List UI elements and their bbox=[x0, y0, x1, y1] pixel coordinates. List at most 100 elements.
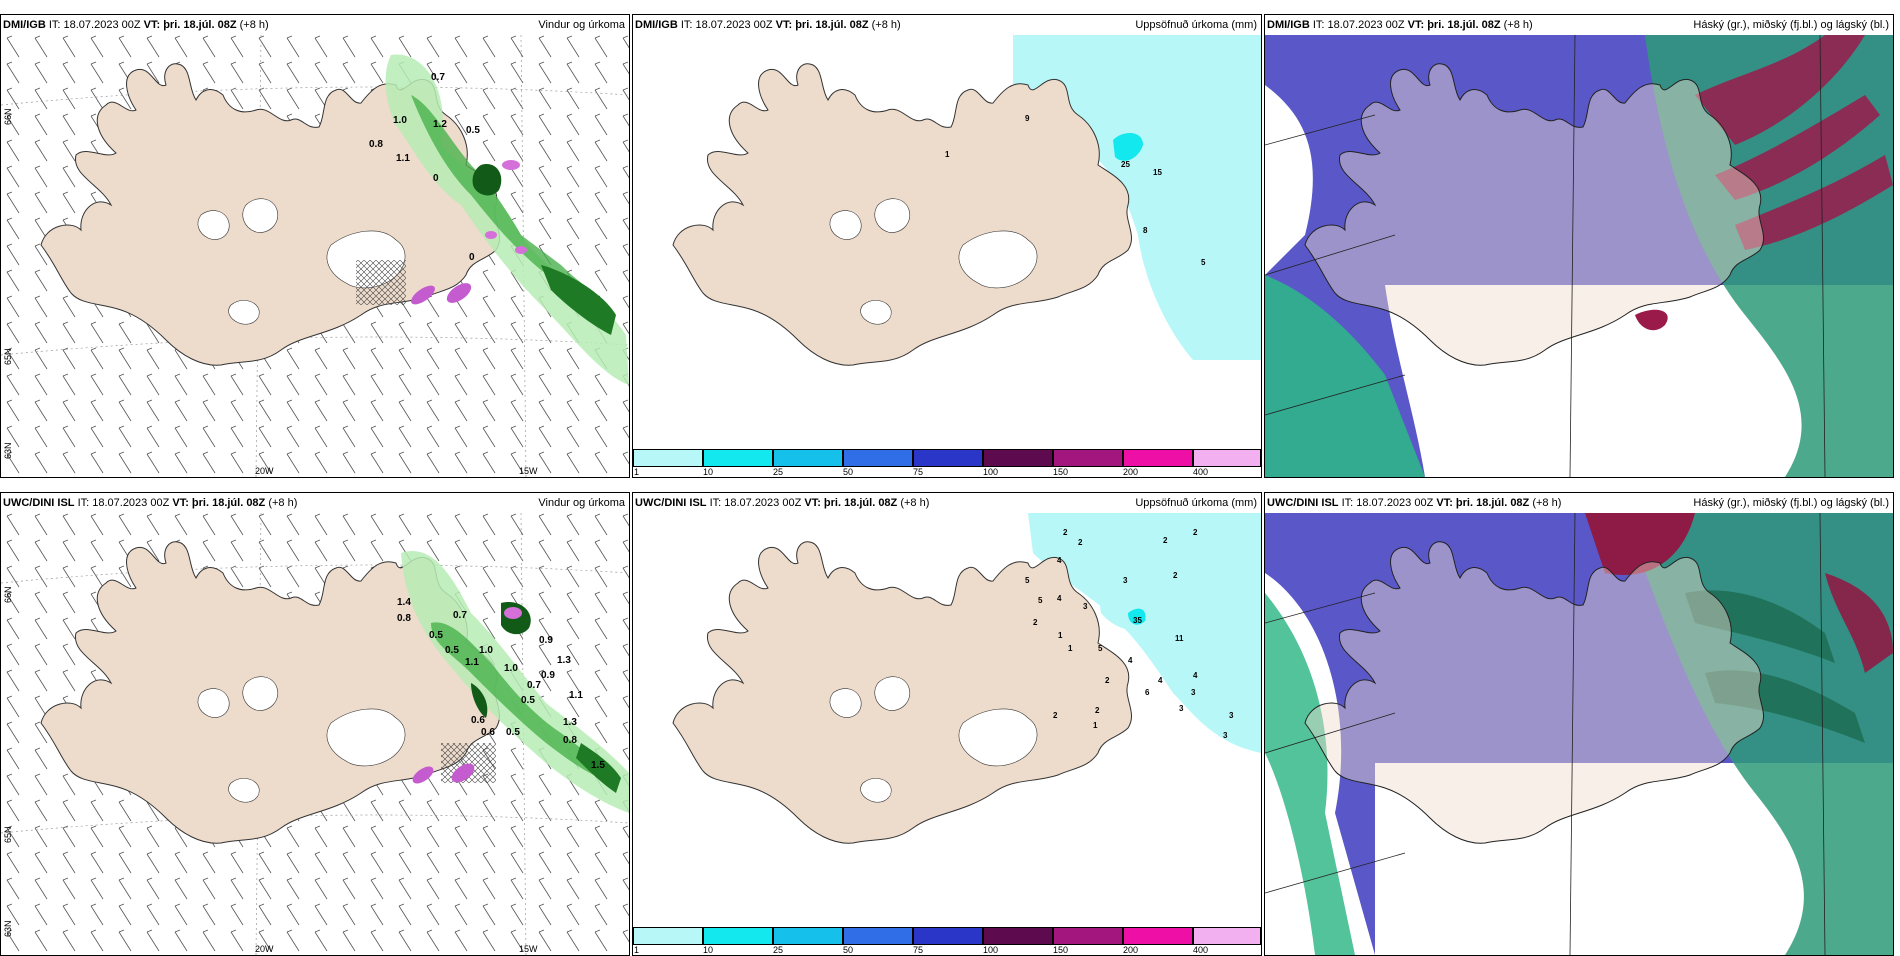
lon-label: 20W bbox=[255, 466, 274, 476]
colorbar-tick: 50 bbox=[843, 945, 854, 955]
svg-text:0.8: 0.8 bbox=[369, 139, 383, 150]
valid-time: VT: þri. 18.júl. 08Z bbox=[143, 19, 237, 31]
panel-header: UWC/DINI ISL IT: 18.07.2023 00Z VT: þri.… bbox=[633, 493, 1261, 513]
colorbar-tick: 75 bbox=[913, 467, 924, 477]
glacier bbox=[874, 198, 911, 233]
init-time: IT: 18.07.2023 00Z bbox=[48, 19, 141, 31]
valid-time: VT: þri. 18.júl. 08Z bbox=[1436, 497, 1530, 509]
lat-label: 65N bbox=[3, 348, 13, 365]
svg-text:3: 3 bbox=[1191, 688, 1196, 697]
model-source: UWC/DINI ISL bbox=[3, 497, 75, 509]
colorbar-swatch bbox=[633, 927, 703, 945]
lead-time: (+8 h) bbox=[1503, 19, 1533, 31]
colorbar-swatch bbox=[983, 927, 1053, 945]
svg-text:2: 2 bbox=[1063, 528, 1068, 537]
colorbar-tick: 150 bbox=[1053, 945, 1069, 955]
svg-text:6: 6 bbox=[1145, 688, 1150, 697]
precip-values: 1.4 0.8 0.7 0.5 0.5 1.0 1.1 0.9 1.3 1.0 … bbox=[397, 597, 605, 771]
colorbar-tick: 1 bbox=[634, 467, 640, 477]
svg-text:2: 2 bbox=[1033, 618, 1038, 627]
panel-header: UWC/DINI ISL IT: 18.07.2023 00Z VT: þri.… bbox=[1, 493, 629, 513]
svg-text:0.8: 0.8 bbox=[563, 735, 577, 746]
init-time: IT: 18.07.2023 00Z bbox=[680, 19, 773, 31]
precip-shading bbox=[1028, 513, 1261, 753]
panel-header: DMI/IGB IT: 18.07.2023 00Z VT: þri. 18.j… bbox=[1265, 15, 1893, 35]
panel-title: Vindur og úrkoma bbox=[538, 19, 625, 31]
panel-uwc-accum: UWC/DINI ISL IT: 18.07.2023 00Z VT: þri.… bbox=[632, 492, 1262, 956]
precip-shading bbox=[1113, 133, 1143, 161]
svg-text:1.3: 1.3 bbox=[557, 655, 571, 666]
precip-shading bbox=[1128, 608, 1146, 625]
model-source: UWC/DINI ISL bbox=[1267, 497, 1339, 509]
precip-shading bbox=[401, 551, 629, 813]
svg-text:1.0: 1.0 bbox=[393, 115, 407, 126]
precip-values: 9 1 25 15 8 5 bbox=[945, 114, 1206, 267]
svg-text:0.5: 0.5 bbox=[429, 630, 443, 641]
svg-text:1: 1 bbox=[1093, 721, 1098, 730]
lat-label: 66N bbox=[3, 586, 13, 603]
svg-text:4: 4 bbox=[1057, 594, 1062, 603]
colorbar-tick: 10 bbox=[703, 945, 714, 955]
colorbar-swatch bbox=[1123, 449, 1193, 467]
colorbar-tick: 150 bbox=[1053, 467, 1069, 477]
lead-time: (+8 h) bbox=[268, 497, 298, 509]
valid-time: VT: þri. 18.júl. 08Z bbox=[172, 497, 266, 509]
panel-dmi-clouds: DMI/IGB IT: 18.07.2023 00Z VT: þri. 18.j… bbox=[1264, 14, 1894, 478]
lon-label: 20W bbox=[255, 944, 274, 954]
svg-text:0.8: 0.8 bbox=[397, 613, 411, 624]
lat-label: 63N bbox=[3, 442, 13, 459]
svg-text:0.7: 0.7 bbox=[453, 610, 467, 621]
lat-label: 63N bbox=[3, 920, 13, 937]
svg-text:4: 4 bbox=[1128, 656, 1133, 665]
panel-title: Uppsöfnuð úrkoma (mm) bbox=[1135, 19, 1257, 31]
colorbar-swatch bbox=[1053, 927, 1123, 945]
svg-text:3: 3 bbox=[1223, 731, 1228, 740]
colorbar-tick: 100 bbox=[983, 467, 999, 477]
svg-text:1.1: 1.1 bbox=[396, 153, 410, 164]
svg-text:9: 9 bbox=[1025, 114, 1030, 123]
svg-text:1: 1 bbox=[945, 150, 950, 159]
precip-values: 0.7 1.0 1.2 0.5 0.8 1.1 0 0 bbox=[369, 72, 480, 263]
colorbar: 1 10 25 50 75 100 150 200 400 bbox=[633, 927, 1261, 955]
valid-time: VT: þri. 18.júl. 08Z bbox=[775, 19, 869, 31]
svg-text:1.1: 1.1 bbox=[465, 657, 479, 668]
svg-text:0.5: 0.5 bbox=[506, 727, 520, 738]
panel-title: Háský (gr.), miðský (fj.bl.) og lágský (… bbox=[1693, 497, 1889, 509]
cloud-cover-map bbox=[1265, 35, 1893, 477]
svg-text:1.1: 1.1 bbox=[569, 690, 583, 701]
svg-text:2: 2 bbox=[1163, 536, 1168, 545]
svg-text:4: 4 bbox=[1158, 676, 1163, 685]
svg-text:3: 3 bbox=[1123, 576, 1128, 585]
panel-uwc-clouds: UWC/DINI ISL IT: 18.07.2023 00Z VT: þri.… bbox=[1264, 492, 1894, 956]
panel-header: DMI/IGB IT: 18.07.2023 00Z VT: þri. 18.j… bbox=[633, 15, 1261, 35]
lon-label: 15W bbox=[519, 944, 538, 954]
colorbar-swatch bbox=[703, 927, 773, 945]
colorbar-tick: 1 bbox=[634, 945, 640, 955]
model-source: DMI/IGB bbox=[3, 19, 46, 31]
precip-values: 2 2 2 2 4 5 5 4 3 3 2 35 11 2 1 1 5 4 4 … bbox=[1025, 528, 1234, 740]
colorbar-swatch bbox=[983, 449, 1053, 467]
panel-title: Uppsöfnuð úrkoma (mm) bbox=[1135, 497, 1257, 509]
svg-text:0.7: 0.7 bbox=[527, 680, 541, 691]
cloud-cover-map bbox=[1265, 513, 1893, 955]
colorbar-swatch bbox=[773, 449, 843, 467]
colorbar-tick: 25 bbox=[773, 467, 784, 477]
svg-text:5: 5 bbox=[1038, 596, 1043, 605]
colorbar-tick: 75 bbox=[913, 945, 924, 955]
svg-text:0.9: 0.9 bbox=[539, 635, 553, 646]
svg-text:5: 5 bbox=[1201, 258, 1206, 267]
svg-text:35: 35 bbox=[1133, 616, 1142, 625]
wind-precip-map: 0.7 1.0 1.2 0.5 0.8 1.1 0 0 bbox=[1, 35, 629, 477]
colorbar: 1 10 25 50 75 100 150 200 400 bbox=[633, 449, 1261, 477]
colorbar-swatch bbox=[1193, 449, 1261, 467]
svg-text:25: 25 bbox=[1121, 160, 1130, 169]
glacier bbox=[242, 198, 279, 233]
colorbar-swatch bbox=[633, 449, 703, 467]
glacier bbox=[242, 676, 279, 711]
precip-shading bbox=[385, 54, 629, 385]
svg-text:8: 8 bbox=[1143, 226, 1148, 235]
colorbar-swatch bbox=[1053, 449, 1123, 467]
svg-text:5: 5 bbox=[1098, 644, 1103, 653]
svg-text:4: 4 bbox=[1193, 671, 1198, 680]
glacier bbox=[874, 676, 911, 711]
